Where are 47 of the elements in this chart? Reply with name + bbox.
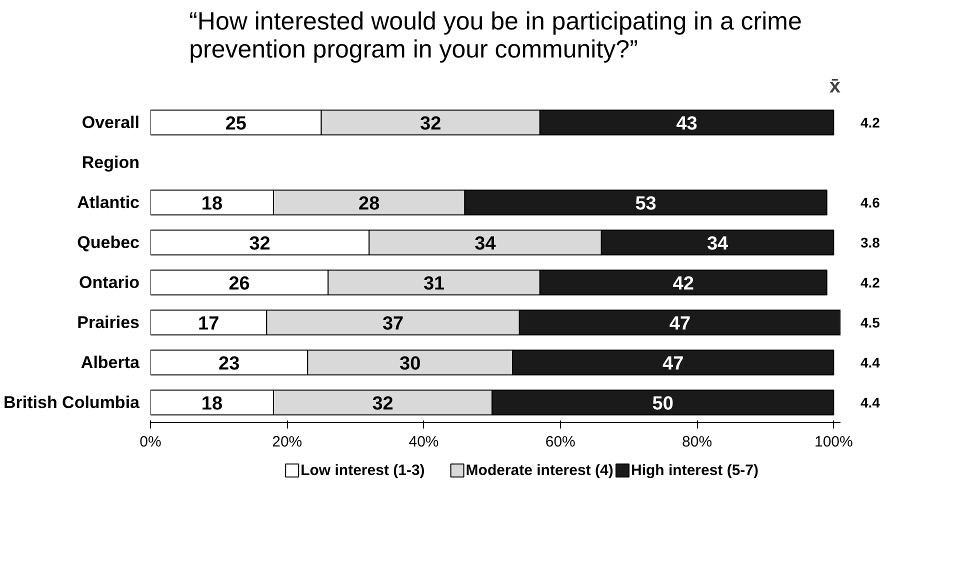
data-label: 17 (198, 314, 220, 334)
text: 4.2 (860, 274, 880, 290)
data-label: 47 (669, 314, 691, 334)
y-tick-label: Ontario (79, 273, 140, 292)
data-label: 47 (662, 354, 684, 374)
text: x̄ (829, 76, 840, 98)
data-label: 32 (372, 394, 394, 414)
data-label: 31 (423, 274, 446, 294)
data-label: 43 (676, 114, 698, 134)
x-tick-label: 20% (272, 434, 302, 450)
legend-label: Low interest (1-3) (300, 462, 425, 479)
data-label: 34 (706, 234, 729, 254)
y-tick-label: Prairies (77, 313, 140, 332)
x-tick-label: 60% (545, 434, 576, 450)
text: 3.8 (860, 234, 880, 250)
data-label: 34 (474, 234, 496, 254)
legend-label: Moderate interest (4) (466, 462, 614, 479)
y-tick-label: Atlantic (77, 193, 140, 212)
x-tick-label: 0% (140, 434, 162, 450)
data-label: 23 (218, 354, 240, 374)
data-label: 30 (400, 354, 421, 374)
text: 4.6 (860, 194, 880, 210)
data-label: 18 (201, 394, 223, 414)
legend-label: High interest (5-7) (630, 462, 759, 479)
text: 4.5 (860, 314, 880, 330)
x-tick-label: 40% (408, 434, 439, 450)
data-label: 53 (635, 194, 656, 214)
data-label: 42 (672, 274, 694, 294)
text: 4.4 (860, 394, 880, 410)
y-tick-label: Quebec (77, 233, 140, 252)
y-tick-label: Alberta (80, 353, 140, 372)
y-tick-label: British Columbia (3, 393, 140, 412)
data-label: 32 (420, 114, 442, 134)
x-tick-label: 100% (814, 434, 853, 450)
data-label: 26 (228, 274, 250, 294)
text: 4.2 (860, 114, 880, 130)
data-label: 50 (652, 394, 674, 414)
x-tick-label: 80% (682, 434, 712, 450)
data-label: 37 (382, 314, 404, 334)
chart-title: “How interested would you be in participating in a crime prevention program in your community?” (189, 8, 802, 64)
text: 4.4 (860, 354, 880, 370)
y-tick-label: Region (82, 153, 140, 172)
data-label: 32 (249, 234, 270, 254)
data-label: 25 (225, 114, 247, 134)
data-label: 18 (201, 194, 223, 214)
data-label: 28 (358, 194, 380, 214)
y-tick-label: Overall (82, 113, 140, 132)
